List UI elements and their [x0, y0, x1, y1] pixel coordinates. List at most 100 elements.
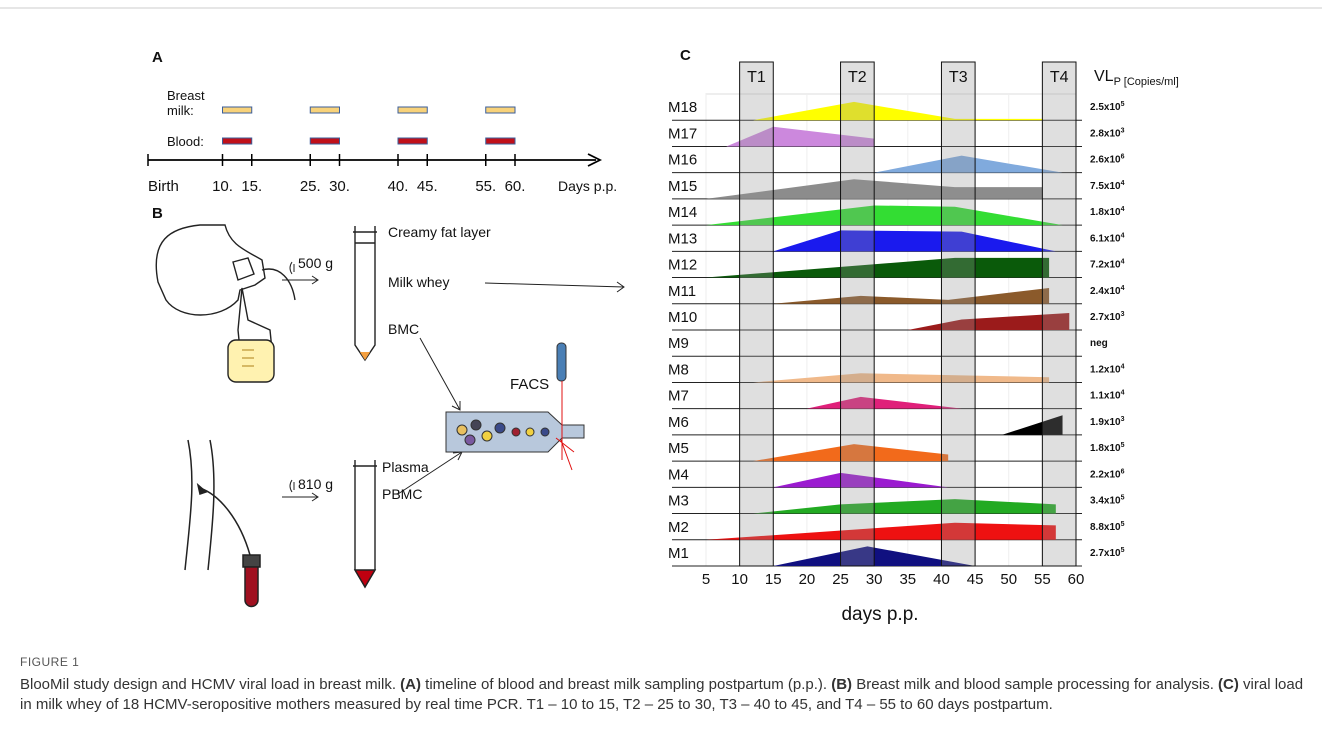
- row-label: M1: [668, 545, 689, 562]
- label-bmc: BMC: [388, 321, 419, 337]
- viral-load-exp: 5: [1121, 521, 1125, 528]
- row-label: M16: [668, 152, 697, 169]
- viral-load: 2.7x105: [1090, 547, 1125, 559]
- viral-load-exp: 5: [1121, 495, 1125, 502]
- timeline-arrowhead: [587, 153, 603, 167]
- x-tick-label: 55: [1034, 571, 1051, 588]
- viral-load-base: 2.7x10: [1090, 548, 1121, 559]
- viral-load: 3.4x105: [1090, 495, 1125, 507]
- viral-load-exp: 3: [1121, 311, 1125, 318]
- row-label: M10: [668, 309, 697, 326]
- viral-load-profile: [753, 499, 1056, 514]
- sampling-bar: [485, 137, 516, 145]
- timeline-tick-label: 30.: [329, 178, 350, 195]
- x-tick-label: 5: [702, 571, 710, 588]
- viral-load-profile: [706, 257, 1050, 278]
- caption-part-label: (A): [400, 675, 421, 693]
- viral-load: 2.4x104: [1090, 285, 1125, 297]
- viral-load-base: 2.6x10: [1090, 155, 1121, 166]
- viral-load-exp: 5: [1121, 547, 1125, 554]
- viral-load-base: 7.2x10: [1090, 260, 1121, 271]
- viral-load-exp: 5: [1121, 101, 1125, 108]
- timepoint-label: T1: [747, 69, 766, 86]
- caption-part-text: viral load in milk whey of 18 HCMV-serop…: [20, 675, 1304, 714]
- viral-load-base: 1.2x10: [1090, 364, 1121, 375]
- arrow: [484, 281, 625, 293]
- row-label: Breast: [167, 88, 205, 103]
- panel-label: A: [152, 49, 163, 66]
- viral-load-exp: 6: [1121, 154, 1125, 161]
- vl-header-sub: P [Copies/ml]: [1114, 76, 1179, 88]
- row-label: M15: [668, 178, 697, 195]
- figure-label: FIGURE 1: [20, 655, 80, 669]
- timepoint-label: T2: [848, 69, 867, 86]
- viral-load-base: 1.8x10: [1090, 443, 1121, 454]
- row-label: M9: [668, 335, 689, 352]
- timeline-tick-label: 45.: [417, 178, 438, 195]
- viral-load-profile: [806, 396, 962, 409]
- x-tick-label: 35: [899, 571, 916, 588]
- timeline-tick-label: 25.: [300, 178, 321, 195]
- viral-load-base: 1.1x10: [1090, 391, 1121, 402]
- x-tick-label: 10: [731, 571, 748, 588]
- viral-load-base: 1.8x10: [1090, 207, 1121, 218]
- figure: A B C Birth Day: [0, 7, 1322, 625]
- timeline-start-label: Birth: [148, 178, 179, 195]
- row-label: M14: [668, 204, 697, 221]
- viral-load-profile: [753, 373, 1050, 383]
- timepoint-window: [940, 61, 976, 567]
- row-label: M6: [668, 414, 689, 431]
- viral-load: 1.2x104: [1090, 363, 1125, 375]
- viral-load-profile: [726, 126, 875, 147]
- row-label: M11: [668, 283, 696, 300]
- viral-load-base: 7.5x10: [1090, 181, 1121, 192]
- arrow-head: [311, 275, 319, 285]
- x-tick-label: 30: [866, 571, 883, 588]
- viral-load-profile: [907, 312, 1070, 330]
- breast-pump: [155, 224, 296, 383]
- vl-header: VLP [Copies/ml]: [1094, 68, 1179, 88]
- arrow: [282, 492, 319, 502]
- viral-load-base: neg: [1090, 338, 1108, 349]
- timepoint-window: [739, 61, 774, 567]
- viral-load-profile: [706, 205, 1063, 226]
- timeline-tick-label: 55.: [475, 178, 496, 195]
- row-label: M4: [668, 466, 689, 483]
- label-spin_milk: 500 g: [298, 255, 333, 271]
- timeline-tick-label: 40.: [388, 178, 409, 195]
- sampling-bar: [309, 137, 340, 145]
- label-creamy: Creamy fat layer: [388, 224, 491, 240]
- viral-load-profile: [706, 522, 1056, 540]
- timepoint-label: T4: [1050, 69, 1069, 86]
- row-label: milk:: [167, 103, 194, 118]
- viral-load: 2.2x106: [1090, 468, 1125, 480]
- viral-load: 1.8x105: [1090, 442, 1125, 454]
- viral-load-profile: [773, 230, 1056, 252]
- sampling-bar: [222, 137, 253, 145]
- x-tick-label: 50: [1000, 571, 1017, 588]
- x-tick-label: 25: [832, 571, 849, 588]
- x-tick-label: 40: [933, 571, 950, 588]
- viral-load-profile: [1002, 415, 1063, 435]
- viral-load-profile: [773, 288, 1050, 304]
- viral-load-profile: [773, 472, 949, 488]
- label-plasma: Plasma: [382, 459, 429, 475]
- viral-load: 1.1x104: [1090, 390, 1125, 402]
- sampling-bar: [309, 106, 340, 114]
- viral-load: neg: [1090, 338, 1108, 349]
- label-whey: Milk whey: [388, 274, 449, 290]
- vl-header-main: VL: [1094, 68, 1114, 85]
- panel-label: C: [680, 47, 691, 64]
- viral-load-base: 6.1x10: [1090, 233, 1121, 244]
- caption-part-label: (B): [831, 675, 853, 693]
- row-label: Blood:: [167, 134, 204, 149]
- viral-load-base: 1.9x10: [1090, 417, 1121, 428]
- centrifuge-icon: [289, 261, 295, 275]
- viral-load-exp: 4: [1121, 390, 1125, 397]
- timepoint-window: [840, 61, 875, 567]
- viral-load: 2.7x103: [1090, 311, 1125, 323]
- viral-load: 8.8x105: [1090, 521, 1125, 533]
- x-tick-label: 20: [799, 571, 816, 588]
- viral-load-profile: [753, 444, 949, 462]
